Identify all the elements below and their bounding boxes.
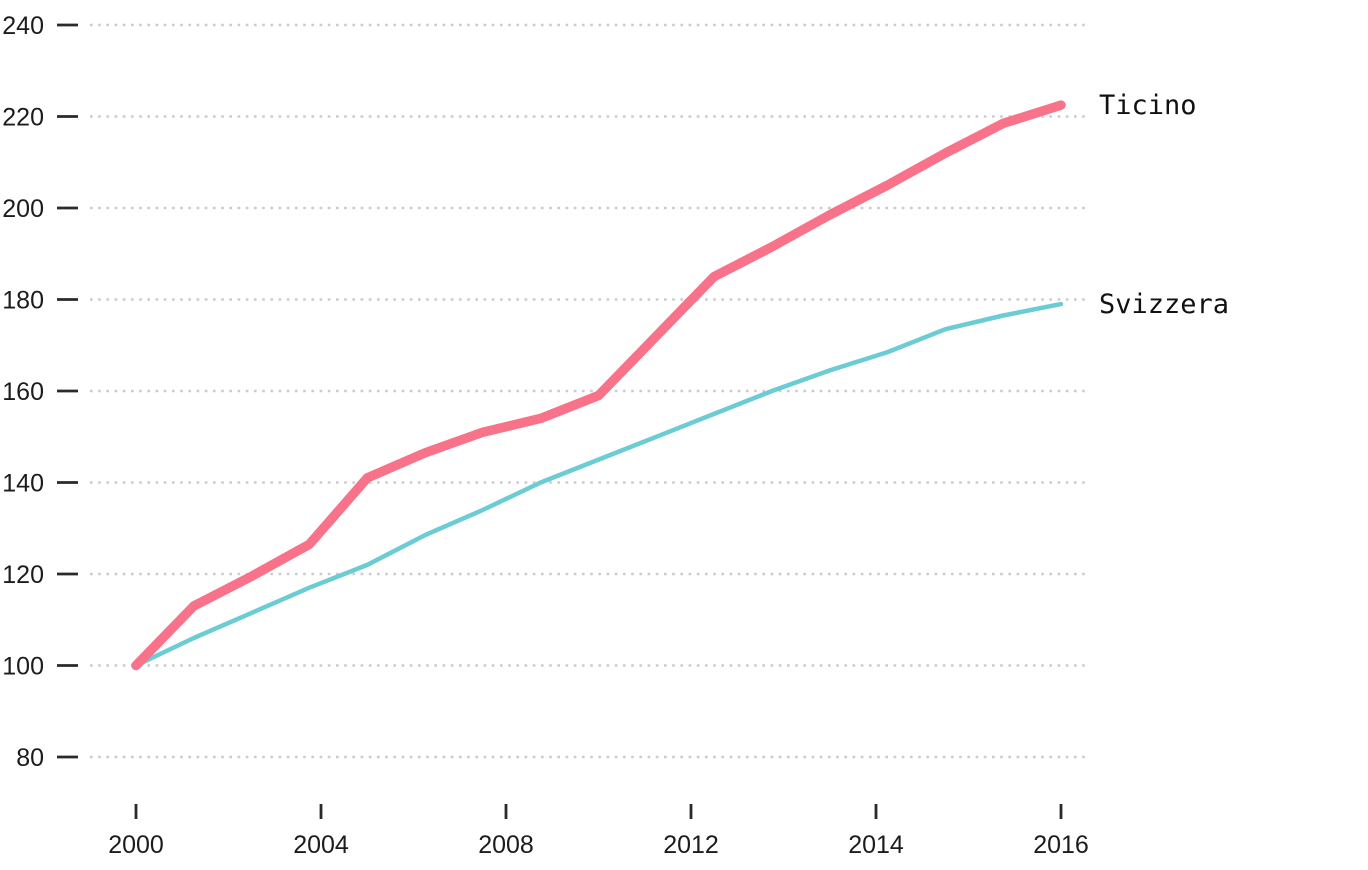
- y-axis-label-160: 160: [2, 378, 44, 406]
- x-axis-label-2012: 2012: [663, 831, 719, 859]
- series-lines: [131, 100, 1066, 671]
- y-axis-label-200: 200: [2, 195, 44, 223]
- y-axis-label-180: 180: [2, 287, 44, 315]
- x-axis-label-2016: 2016: [1033, 831, 1089, 859]
- ticino-line: [131, 100, 1066, 671]
- y-axis-label-100: 100: [2, 653, 44, 681]
- y-axis-label-80: 80: [16, 744, 44, 772]
- series-label-svizzera: Svizzera: [1099, 289, 1229, 320]
- svizzera-line: [133, 301, 1064, 668]
- x-axis-label-2004: 2004: [293, 831, 349, 859]
- x-axis: 2000 2004 2008 2012 2014 2016: [108, 804, 1089, 859]
- y-axis-label-240: 240: [2, 12, 44, 40]
- y-axis-label-140: 140: [2, 470, 44, 498]
- series-label-ticino: Ticino: [1099, 90, 1197, 121]
- x-axis-label-2000: 2000: [108, 831, 164, 859]
- x-axis-label-2014: 2014: [848, 831, 904, 859]
- gridlines: [90, 23, 1088, 759]
- x-axis-label-2008: 2008: [478, 831, 534, 859]
- y-axis-label-120: 120: [2, 561, 44, 589]
- y-axis: 80 100 120 140 160 180 200 220 240: [2, 12, 78, 772]
- y-axis-label-220: 220: [2, 104, 44, 132]
